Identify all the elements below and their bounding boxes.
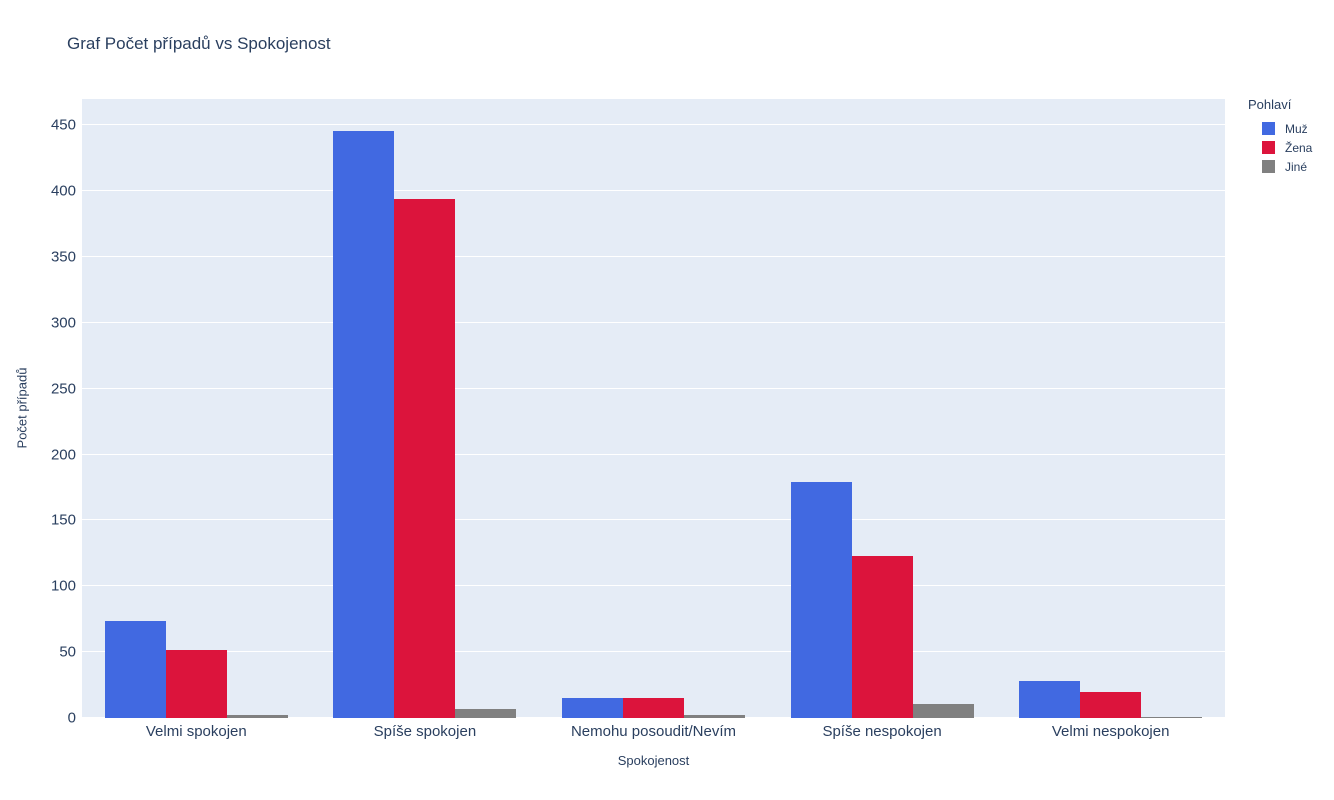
bar-groups xyxy=(82,99,1225,718)
bar-series1-cat4[interactable] xyxy=(1080,691,1142,718)
y-tick-label-150: 150 xyxy=(50,511,76,529)
x-axis-ticks: Velmi spokojen Spíše spokojen Nemohu posou… xyxy=(82,723,1225,740)
legend: Pohlaví Muž Žena Jiné xyxy=(1248,97,1312,176)
bar-series1-cat3[interactable] xyxy=(851,556,913,718)
x-tick-label-cat3: Spíše nespokojen xyxy=(822,723,942,740)
bar-group-cat4 xyxy=(996,99,1225,718)
y-tick-label-250: 250 xyxy=(50,380,76,398)
y-tick-label-300: 300 xyxy=(50,314,76,332)
legend-swatch-icon xyxy=(1262,160,1275,173)
bar-series0-cat2[interactable] xyxy=(561,698,623,718)
gridline-y-250 xyxy=(82,387,1225,389)
legend-item-series2[interactable]: Jiné xyxy=(1248,157,1312,176)
legend-items: Muž Žena Jiné xyxy=(1248,119,1312,176)
legend-item-label: Žena xyxy=(1285,140,1313,155)
bar-series2-cat4[interactable] xyxy=(1141,716,1203,718)
plot-area xyxy=(82,99,1225,718)
legend-item-label: Jiné xyxy=(1285,159,1308,174)
bar-series1-cat1[interactable] xyxy=(394,199,456,718)
bar-group-cat2 xyxy=(539,99,768,718)
gridline-y-300 xyxy=(82,321,1225,323)
bar-series2-cat1[interactable] xyxy=(455,708,517,718)
bar-group-cat0 xyxy=(82,99,311,718)
bar-series2-cat3[interactable] xyxy=(912,703,974,718)
legend-title: Pohlaví xyxy=(1248,97,1292,112)
y-tick-label-50: 50 xyxy=(59,643,76,661)
legend-swatch-icon xyxy=(1262,141,1275,154)
bar-series2-cat2[interactable] xyxy=(683,715,745,718)
gridline-y-400 xyxy=(82,190,1225,192)
y-tick-label-450: 450 xyxy=(50,116,76,134)
y-tick-label-400: 400 xyxy=(50,182,76,200)
bar-series0-cat4[interactable] xyxy=(1019,681,1081,718)
bar-group-cat3 xyxy=(768,99,997,718)
bar-series0-cat1[interactable] xyxy=(333,130,395,718)
x-tick-label-cat1: Spíše spokojen xyxy=(373,723,477,740)
gridline-y-350 xyxy=(82,256,1225,258)
legend-swatch-icon xyxy=(1262,122,1275,135)
bar-series1-cat0[interactable] xyxy=(165,649,227,718)
y-axis-ticks: 0 50 100 150 200 250 300 350 400 450 xyxy=(0,99,76,727)
x-axis-title: Spokojenost xyxy=(617,753,690,768)
chart-title: Graf Počet případů vs Spokojenost xyxy=(67,34,331,53)
bar-series0-cat3[interactable] xyxy=(790,482,852,718)
legend-item-series0[interactable]: Muž xyxy=(1248,119,1312,138)
gridline-y-100 xyxy=(82,585,1225,587)
bar-series0-cat0[interactable] xyxy=(104,620,166,718)
x-tick-label-cat4: Velmi nespokojen xyxy=(1051,723,1170,740)
legend-item-label: Muž xyxy=(1285,121,1308,136)
y-tick-label-200: 200 xyxy=(50,446,76,464)
x-tick-label-cat2: Nemohu posoudit/Nevím xyxy=(570,723,737,740)
y-tick-label-100: 100 xyxy=(50,577,76,595)
y-tick-label-0: 0 xyxy=(67,709,76,727)
gridline-y-200 xyxy=(82,453,1225,455)
legend-item-series1[interactable]: Žena xyxy=(1248,138,1312,157)
bar-series1-cat2[interactable] xyxy=(622,698,684,718)
bar-group-cat1 xyxy=(311,99,540,718)
x-tick-label-cat0: Velmi spokojen xyxy=(145,723,247,740)
bar-series2-cat0[interactable] xyxy=(226,715,288,718)
gridline-y-50 xyxy=(82,651,1225,653)
gridline-y-150 xyxy=(82,519,1225,521)
y-tick-label-350: 350 xyxy=(50,248,76,266)
gridline-y-450 xyxy=(82,124,1225,126)
